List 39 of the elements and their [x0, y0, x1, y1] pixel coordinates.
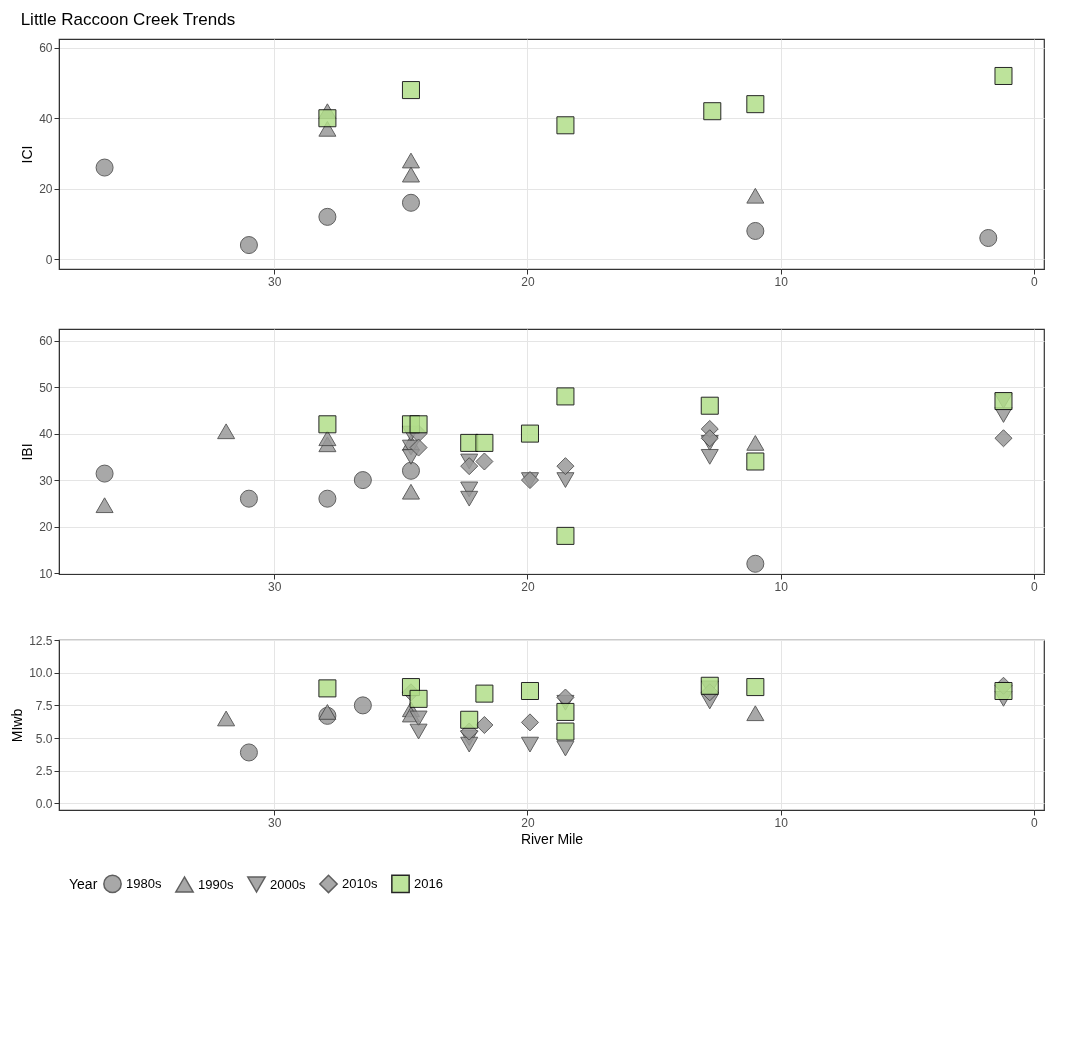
y-tick-label: 7.5: [35, 698, 53, 713]
y-tick-label: 20: [39, 520, 53, 535]
x-tick-label: 30: [268, 815, 282, 830]
y-tick-label: 40: [39, 427, 53, 442]
x-tick-label: 20: [521, 274, 535, 289]
chart-title: Little Raccoon Creek Trends: [20, 10, 236, 29]
y-tick-label: 12.5: [29, 633, 53, 648]
y-tick-label: 40: [39, 111, 53, 126]
x-tick-label: 10: [774, 274, 789, 289]
x-tick-label: 20: [521, 815, 535, 830]
y-tick-label: 0.0: [35, 796, 53, 811]
y-tick-label: 10: [39, 566, 53, 581]
x-tick-label: 10: [774, 579, 789, 594]
legend-label: 1980s: [126, 875, 162, 891]
x-tick-label: 0: [1031, 274, 1039, 289]
y-tick-label: 5.0: [35, 731, 53, 746]
y-tick-label: 60: [39, 41, 53, 56]
y-axis-title: MIwb: [9, 708, 26, 743]
x-tick-label: 20: [521, 579, 535, 594]
y-tick-label: 10.0: [29, 666, 53, 681]
legend-label: 2000s: [270, 876, 306, 892]
y-tick-label: 60: [39, 334, 53, 349]
y-tick-label: 2.5: [35, 764, 53, 779]
legend-label: 1990s: [198, 876, 234, 892]
x-tick-label: 10: [774, 815, 789, 830]
x-tick-label: 30: [268, 274, 282, 289]
x-tick-label: 0: [1031, 815, 1039, 830]
y-tick-label: 0: [45, 252, 53, 267]
legend-title: Year: [69, 876, 98, 892]
x-tick-label: 30: [268, 579, 282, 594]
y-tick-label: 30: [39, 473, 53, 488]
y-tick-label: 50: [39, 380, 53, 395]
x-axis-title: River Mile: [520, 830, 584, 847]
y-axis-title: ICI: [19, 145, 36, 164]
x-tick-label: 0: [1031, 579, 1039, 594]
legend-label: 2016: [414, 875, 443, 891]
y-axis-title: IBI: [19, 443, 36, 461]
legend-label: 2010s: [342, 875, 378, 891]
y-tick-label: 20: [39, 182, 53, 197]
